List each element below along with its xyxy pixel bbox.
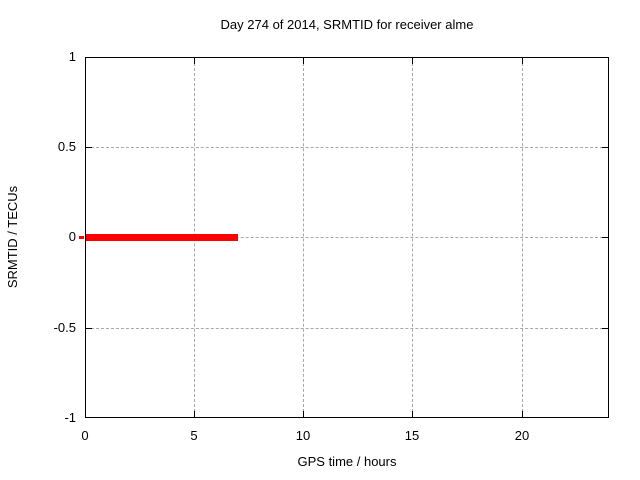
- x-tick-label-20: 20: [514, 428, 530, 443]
- y-tick-label-m05: -0.5: [53, 320, 76, 335]
- x-tick-top-15: [412, 58, 413, 64]
- y-tick-label-05: 0.5: [57, 139, 76, 154]
- x-axis-label: GPS time / hours: [297, 454, 397, 469]
- y-tick-left-m05: [86, 328, 92, 329]
- y-tick-label-m1: -1: [64, 410, 76, 425]
- x-tick-top-10: [303, 58, 304, 64]
- srmtid-series-line: [86, 234, 238, 241]
- x-tick-top-5: [194, 58, 195, 64]
- chart-title: Day 274 of 2014, SRMTID for receiver alm…: [220, 17, 474, 32]
- y-axis-label: SRMTID / TECUs: [5, 185, 20, 289]
- y-tick-right-p05: [602, 147, 608, 148]
- y-tick-label-0: 0: [68, 229, 76, 244]
- y-tick-left-p05: [86, 147, 92, 148]
- x-tick-bottom-20: [522, 411, 523, 417]
- x-tick-bottom-5: [194, 411, 195, 417]
- y-tick-right-m05: [602, 328, 608, 329]
- x-tick-bottom-10: [303, 411, 304, 417]
- x-tick-label-15: 15: [404, 428, 420, 443]
- y-tick-right-0: [602, 237, 608, 238]
- x-tick-label-10: 10: [295, 428, 311, 443]
- horizontal-gridline-0: [86, 237, 608, 238]
- horizontal-gridline-p05: [86, 147, 608, 148]
- x-tick-bottom-15: [412, 411, 413, 417]
- x-tick-top-20: [522, 58, 523, 64]
- srmtid-series-left-cap: [79, 236, 84, 239]
- x-tick-label-0: 0: [81, 428, 89, 443]
- horizontal-gridline-m05: [86, 328, 608, 329]
- x-tick-label-5: 5: [190, 428, 198, 443]
- y-tick-label-1: 1: [68, 49, 76, 64]
